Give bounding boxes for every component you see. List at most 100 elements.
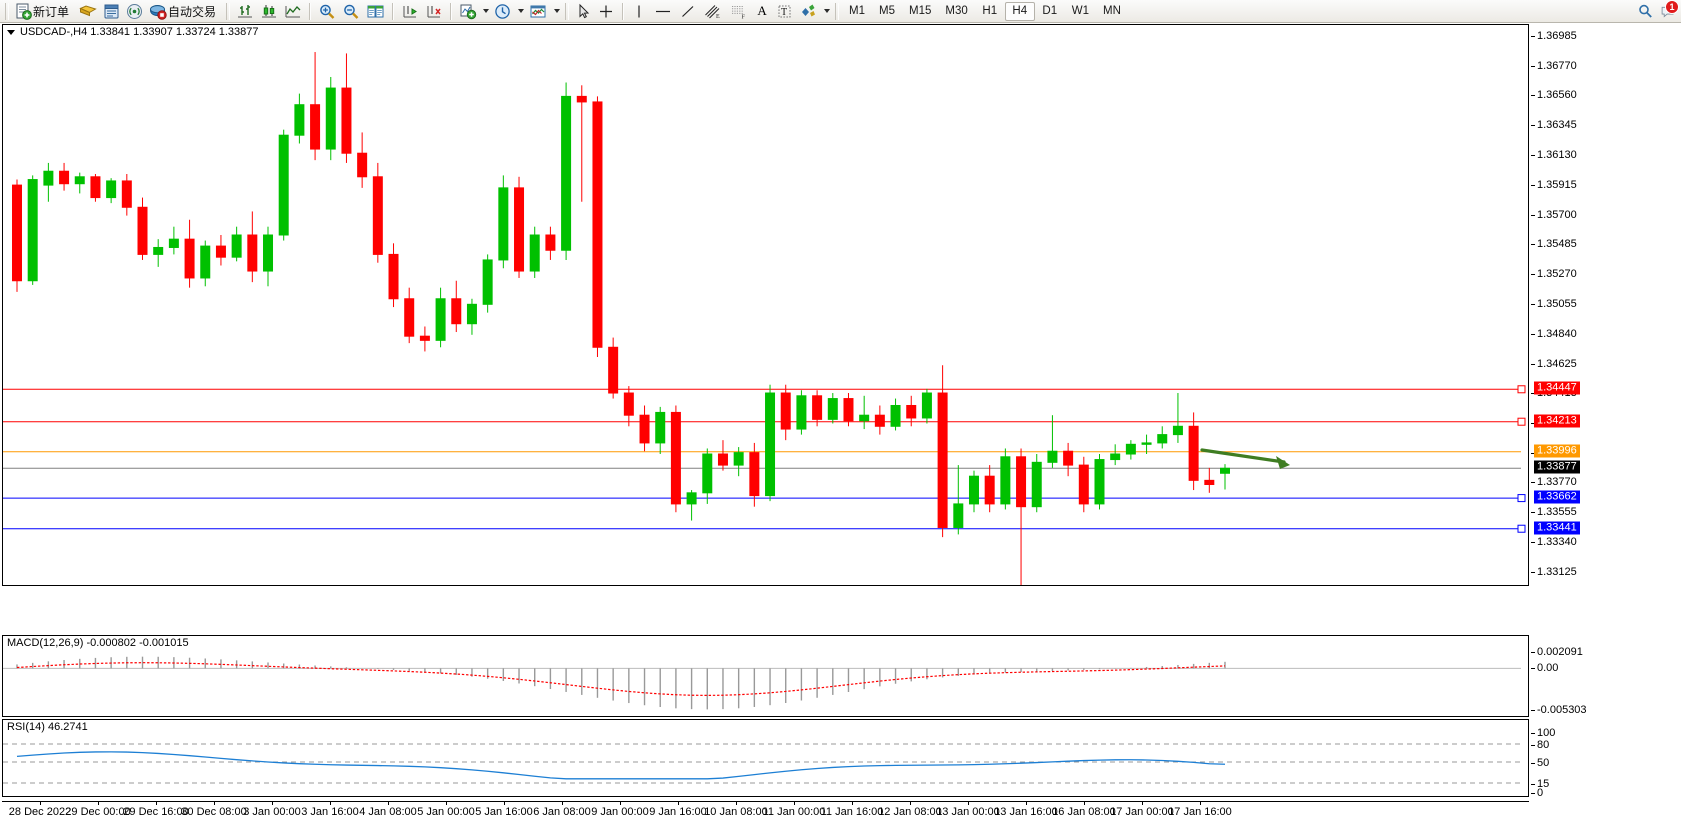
templates-button[interactable] bbox=[526, 1, 551, 22]
auto-trading-label: 自动交易 bbox=[168, 4, 217, 19]
history-button[interactable] bbox=[76, 1, 100, 22]
time-tick-label: 13 Jan 00:00 bbox=[936, 806, 1000, 818]
time-tick-label: 28 Dec 2022 bbox=[8, 806, 72, 818]
rsi-tick: 100 bbox=[1530, 727, 1556, 739]
timeframe-h1[interactable]: H1 bbox=[982, 5, 998, 17]
rsi-tick: 80 bbox=[1530, 739, 1550, 751]
time-tickmark bbox=[1200, 801, 1201, 805]
trendline-icon bbox=[682, 5, 694, 17]
macd-pane[interactable]: MACD(12,26,9) -0.000802 -0.001015 bbox=[2, 635, 1529, 717]
price-level-tag[interactable]: 1.33441 bbox=[1534, 521, 1580, 535]
time-tickmark bbox=[678, 801, 679, 805]
rsi-pane[interactable]: RSI(14) 46.2741 bbox=[2, 719, 1529, 797]
auto-scroll-button[interactable] bbox=[422, 1, 446, 22]
new-order-icon bbox=[16, 3, 32, 20]
svg-text:T: T bbox=[781, 7, 787, 18]
timeframe-h4[interactable]: H4 bbox=[1004, 1, 1035, 21]
time-tick-label: 10 Jan 08:00 bbox=[704, 806, 768, 818]
equidistant-channel-button[interactable]: E bbox=[700, 1, 726, 22]
chart-area[interactable]: USDCAD-,H4 1.33841 1.33907 1.33724 1.338… bbox=[0, 23, 1681, 824]
bar-chart-button[interactable] bbox=[233, 1, 257, 22]
time-tick-label: 29 Dec 00:00 bbox=[65, 806, 131, 818]
arrows-shapes-icon bbox=[802, 4, 816, 16]
time-tick-label: 29 Dec 16:00 bbox=[123, 806, 189, 818]
arrows-dropdown-arrow[interactable] bbox=[821, 1, 832, 22]
toolbar-grip[interactable] bbox=[5, 2, 9, 20]
vertical-line-button[interactable] bbox=[628, 1, 650, 22]
timeframe-m5[interactable]: M5 bbox=[879, 5, 896, 17]
candlestick-chart-button[interactable] bbox=[257, 1, 281, 22]
time-tick-label: 9 Jan 00:00 bbox=[591, 806, 649, 818]
time-tick-label: 3 Jan 00:00 bbox=[243, 806, 301, 818]
text-tool-button[interactable]: A bbox=[751, 1, 773, 22]
timeframe-mn[interactable]: MN bbox=[1103, 5, 1121, 17]
search-button[interactable] bbox=[1634, 1, 1657, 22]
crosshair-tool-button[interactable] bbox=[594, 1, 618, 22]
time-tick-label: 11 Jan 16:00 bbox=[820, 806, 884, 818]
timeframe-w1[interactable]: W1 bbox=[1071, 5, 1090, 17]
toolbar-grip-4[interactable] bbox=[835, 2, 840, 20]
trendline-button[interactable] bbox=[676, 1, 700, 22]
crosshair-icon bbox=[600, 5, 613, 17]
price-tick: 1.34625 bbox=[1531, 357, 1577, 370]
price-pane[interactable]: USDCAD-,H4 1.33841 1.33907 1.33724 1.338… bbox=[2, 24, 1529, 586]
market-watch-button[interactable] bbox=[100, 1, 123, 22]
price-level-tag[interactable]: 1.33662 bbox=[1534, 490, 1580, 504]
timeframe-d1[interactable]: D1 bbox=[1042, 5, 1058, 17]
shift-end-button[interactable] bbox=[398, 1, 422, 22]
auto-trading-button[interactable]: 自动交易 bbox=[146, 1, 223, 22]
text-label-button[interactable]: T bbox=[773, 1, 796, 22]
time-tickmark bbox=[1084, 801, 1085, 805]
tile-windows-button[interactable] bbox=[363, 1, 388, 22]
zoom-in-button[interactable] bbox=[315, 1, 339, 22]
period-button[interactable] bbox=[491, 1, 515, 22]
line-chart-button[interactable] bbox=[281, 1, 305, 22]
timeframe-m30[interactable]: M30 bbox=[945, 5, 968, 17]
toolbar-grip-3[interactable] bbox=[565, 2, 570, 20]
timeframe-m15[interactable]: M15 bbox=[909, 5, 932, 17]
time-axis[interactable]: 28 Dec 2022 29 Dec 00:00 29 Dec 16:00 30 De… bbox=[0, 801, 1681, 824]
time-tickmark bbox=[852, 801, 853, 805]
price-tick: 1.33555 bbox=[1531, 505, 1577, 518]
cursor-tool-button[interactable] bbox=[572, 1, 594, 22]
time-tick-label: 6 Jan 08:00 bbox=[533, 806, 591, 818]
period-dropdown-arrow[interactable] bbox=[515, 1, 526, 22]
templates-dropdown-arrow[interactable] bbox=[551, 1, 562, 22]
indicators-button[interactable] bbox=[456, 1, 480, 22]
bar-chart-icon bbox=[238, 4, 253, 17]
time-tickmark bbox=[330, 801, 331, 805]
toolbar-grip-2[interactable] bbox=[226, 2, 231, 20]
notifications-button[interactable]: 1 bbox=[1657, 0, 1679, 20]
fibonacci-button[interactable]: F bbox=[726, 1, 751, 22]
price-tick: 1.35485 bbox=[1531, 238, 1577, 251]
rsi-tick: 15 bbox=[1530, 778, 1550, 790]
price-level-tag[interactable]: 1.33877 bbox=[1534, 460, 1580, 474]
rsi-canvas bbox=[3, 743, 1521, 784]
time-tick-label: 12 Jan 08:00 bbox=[878, 806, 942, 818]
price-level-tag[interactable]: 1.34447 bbox=[1534, 381, 1580, 395]
price-tick: 1.33770 bbox=[1531, 476, 1577, 489]
timeframe-m1[interactable]: M1 bbox=[849, 5, 866, 17]
svg-text:E: E bbox=[716, 14, 720, 20]
notification-badge: 1 bbox=[1665, 0, 1679, 14]
signals-button[interactable] bbox=[123, 1, 146, 22]
vertical-line-icon bbox=[638, 5, 640, 17]
collapse-caret-icon[interactable] bbox=[7, 29, 15, 35]
new-order-button[interactable]: 新订单 bbox=[12, 1, 76, 22]
price-level-tag[interactable]: 1.34213 bbox=[1534, 414, 1580, 428]
price-tick: 1.35055 bbox=[1531, 298, 1577, 310]
price-scale[interactable]: 1.36985 1.36770 1.36560 1.36345 1.36130 1.359… bbox=[1529, 23, 1681, 800]
arrows-tool-button[interactable] bbox=[796, 1, 821, 22]
time-tick-label: 5 Jan 00:00 bbox=[417, 806, 475, 818]
horizontal-line-button[interactable] bbox=[650, 1, 676, 22]
price-tick: 1.35270 bbox=[1531, 268, 1577, 281]
price-scale-main: 1.36985 1.36770 1.36560 1.36345 1.36130 1.359… bbox=[1529, 23, 1681, 588]
indicators-dropdown-arrow[interactable] bbox=[480, 1, 491, 22]
rsi-tick: 0 bbox=[1530, 787, 1544, 799]
price-level-tag[interactable]: 1.33996 bbox=[1534, 444, 1580, 458]
time-tickmark bbox=[794, 801, 795, 805]
toolbar-separator-3 bbox=[450, 2, 453, 20]
zoom-out-button[interactable] bbox=[339, 1, 363, 22]
text-tool-icon: A bbox=[757, 3, 767, 18]
